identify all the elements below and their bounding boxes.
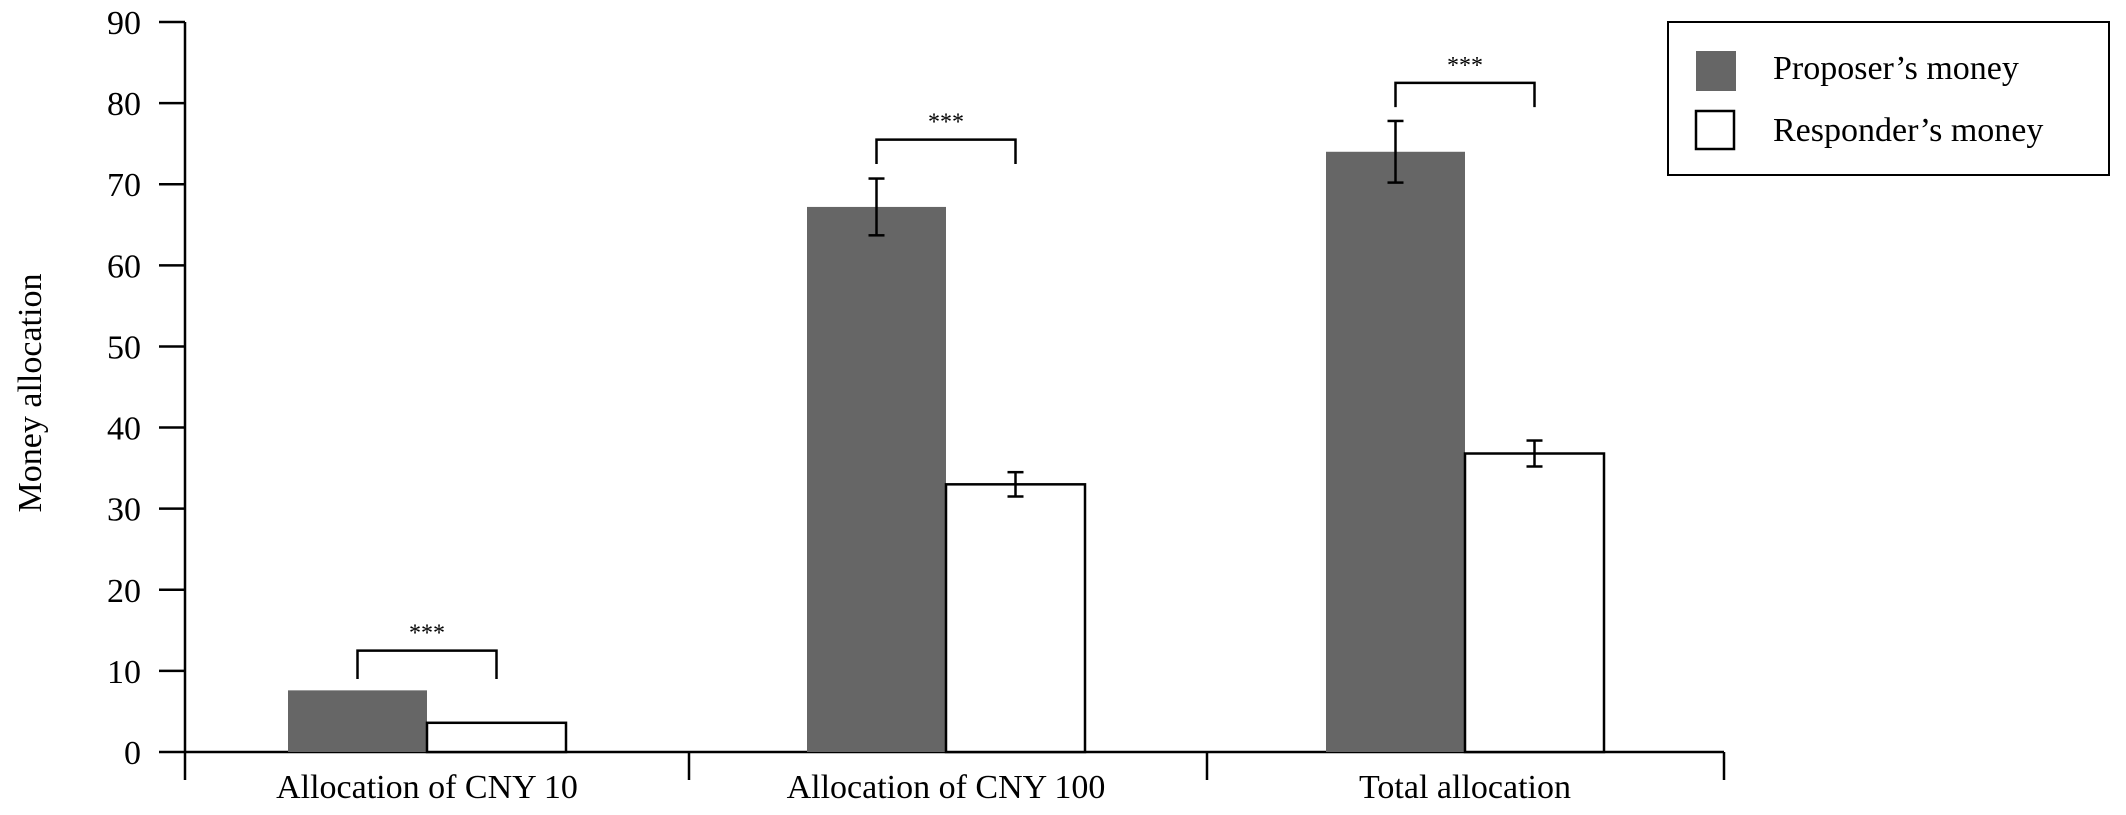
bar-responder	[944, 483, 1087, 754]
significance-label: ***	[1447, 53, 1483, 79]
significance-label: ***	[928, 110, 964, 136]
bar-proposer	[288, 690, 427, 752]
y-tick-label: 10	[107, 654, 141, 691]
legend-label-responder: Responder’s money	[1773, 112, 2043, 149]
y-tick-label: 50	[107, 329, 141, 366]
bar-responder	[425, 721, 568, 754]
significance-bracket	[875, 138, 1017, 164]
legend-frame	[1667, 21, 2110, 176]
y-tick-label: 40	[107, 411, 141, 448]
legend-swatch-proposer	[1696, 51, 1736, 91]
bar-responder	[1463, 452, 1606, 754]
significance-brackets: *** *** ***	[356, 53, 1536, 679]
x-category-label: Total allocation	[1359, 769, 1571, 806]
y-axis: 0 10 20 30 40 50 60 70 80 90	[107, 5, 187, 772]
significance-bracket	[356, 649, 498, 679]
significance-bracket	[1394, 81, 1536, 108]
y-axis-title: Money allocation	[12, 274, 49, 513]
x-category-label: Allocation of CNY 10	[276, 769, 578, 806]
legend-swatch-responder	[1694, 109, 1736, 151]
y-tick-label: 80	[107, 86, 141, 123]
x-category-label: Allocation of CNY 100	[787, 769, 1106, 806]
legend-label-proposer: Proposer’s money	[1773, 50, 2019, 87]
x-axis: Allocation of CNY 10 Allocation of CNY 10…	[183, 750, 1726, 806]
y-tick-label: 60	[107, 248, 141, 285]
bars	[288, 119, 1606, 754]
y-tick-label: 30	[107, 492, 141, 529]
bar-proposer	[807, 206, 946, 752]
bar-proposer	[1326, 151, 1465, 752]
significance-label: ***	[409, 621, 445, 647]
y-tick-label: 70	[107, 167, 141, 204]
legend: Proposer’s money Responder’s money	[1667, 21, 2110, 176]
y-tick-label: 90	[107, 5, 141, 42]
y-tick-label: 0	[124, 735, 141, 772]
y-tick-label: 20	[107, 573, 141, 610]
